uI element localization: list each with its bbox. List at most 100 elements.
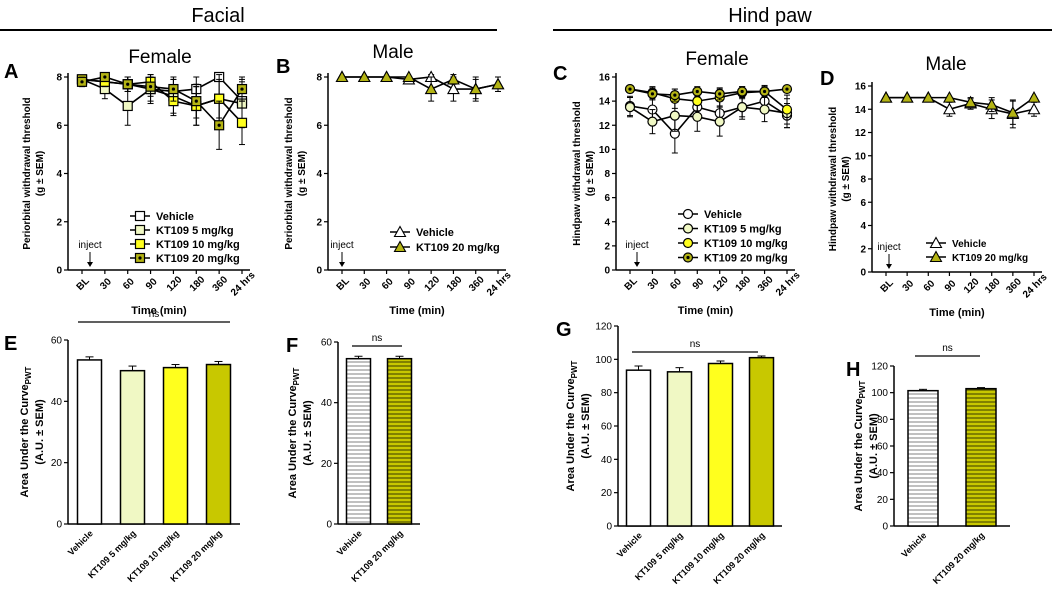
x-tick-label: 24 hrs	[1021, 272, 1050, 301]
x-tick-label: 60	[121, 276, 137, 292]
y-axis-label-subscript: PWT	[24, 366, 33, 384]
y-axis-label-line-2: (A.U. ± SEM)	[302, 400, 314, 466]
data-point	[737, 102, 748, 113]
y-axis-label-subscript: PWT	[570, 360, 579, 378]
panel-letter: G	[556, 319, 572, 341]
y-tick-label: 2	[860, 244, 866, 255]
legend-label: Vehicle	[156, 211, 194, 223]
data-point-center	[718, 92, 722, 96]
data-point	[921, 90, 935, 103]
x-tick-label: 24 hrs	[485, 270, 514, 299]
y-tick-label: 60	[601, 422, 613, 433]
x-tick-label: 30	[901, 278, 917, 294]
y-tick-label: 16	[855, 82, 867, 93]
data-point	[446, 82, 460, 95]
x-tick-label: 120	[711, 274, 731, 294]
y-tick-label: 100	[595, 355, 612, 366]
bar-kt109-20-mg-kg	[205, 363, 232, 525]
series-kt109-20-mg-kg	[76, 71, 248, 150]
data-point-center	[740, 89, 744, 94]
y-tick-label: 6	[56, 121, 62, 132]
y-axis-label-line-2: (A.U. ± SEM)	[868, 413, 880, 479]
y-tick-label: 0	[882, 522, 888, 533]
section-title-hindpaw: Hind paw	[728, 5, 812, 27]
data-point-center	[171, 87, 176, 91]
x-tick-label: BL	[75, 276, 92, 293]
data-point	[647, 116, 658, 127]
x-tick-label: 90	[402, 276, 418, 292]
legend-marker	[393, 240, 407, 253]
data-point	[424, 82, 438, 95]
x-tick-label: 24 hrs	[774, 270, 803, 299]
y-tick-label: 4	[604, 217, 610, 228]
data-point	[624, 102, 636, 113]
bar-kt109-5-mg-kg	[119, 369, 146, 525]
y-tick-label: 12	[599, 121, 611, 132]
y-tick-label: 12	[855, 128, 867, 139]
inject-label: inject	[330, 240, 354, 251]
data-point	[236, 117, 248, 128]
panel-f-auc-facial-male: F 0 20 40 60 Area Under the CurvePWT(A.U. ± S…	[286, 333, 420, 584]
x-tick-label: 180	[188, 274, 208, 294]
y-tick-label: 20	[877, 495, 889, 506]
y-tick-label: 20	[321, 459, 333, 470]
y-tick-label: 0	[316, 266, 322, 277]
y-axis-label-line-1: Area Under the CurvePWT	[19, 366, 33, 497]
x-tick-label: 60	[922, 278, 938, 294]
y-tick-label: 120	[595, 322, 612, 333]
y-tick-label: 10	[855, 151, 867, 162]
inject-arrow-head	[339, 262, 345, 267]
x-tick-label: 60	[380, 276, 396, 292]
y-tick-label: 40	[321, 398, 333, 409]
inject-arrow-head	[634, 262, 640, 267]
y-tick-label: 6	[604, 193, 610, 204]
inject-arrow-head	[87, 262, 93, 267]
y-tick-label: 80	[601, 388, 613, 399]
y-tick-label: 10	[599, 145, 611, 156]
panel-subtitle: Female	[128, 47, 191, 68]
section-title-facial: Facial	[191, 5, 244, 27]
inject-label: inject	[877, 242, 901, 253]
y-tick-label: 120	[871, 362, 888, 373]
legend-label: KT109 20 mg/kg	[416, 242, 500, 254]
x-tick-label: 24 hrs	[229, 270, 258, 299]
y-tick-label: 0	[606, 522, 612, 533]
panel-letter: C	[553, 63, 567, 85]
y-axis-label-line-2: (A.U. ± SEM)	[34, 399, 46, 465]
legend-label: KT109 20 mg/kg	[704, 253, 788, 265]
legend-marker	[134, 224, 146, 236]
panel-letter: F	[286, 335, 298, 357]
panel-letter: E	[4, 333, 17, 355]
data-point-center	[240, 87, 244, 91]
y-axis-label-line-2: (g ± SEM)	[35, 151, 46, 196]
bar-kt109-10-mg-kg	[162, 366, 189, 525]
y-tick-label: 14	[855, 105, 867, 116]
data-point	[357, 70, 371, 83]
x-tick-label: 120	[962, 276, 982, 296]
y-tick-label: 0	[604, 266, 610, 277]
legend-marker	[682, 223, 694, 234]
y-tick-label: 16	[599, 73, 611, 84]
data-point	[692, 111, 703, 122]
data-point	[491, 77, 505, 90]
bar-kt109-5-mg-kg	[666, 371, 693, 527]
y-tick-label: 60	[321, 338, 333, 349]
bar-kt109-20-mg-kg	[386, 357, 413, 525]
significance-label: ns	[372, 333, 383, 344]
y-tick-label: 14	[599, 97, 611, 108]
data-point	[446, 72, 460, 85]
y-tick-label: 4	[860, 221, 866, 232]
bar-vehicle	[907, 389, 939, 527]
y-axis-label-line-2: (A.U. ± SEM)	[580, 393, 592, 459]
significance-label: ns	[942, 343, 953, 354]
bar-kt109-10-mg-kg	[707, 362, 734, 527]
legend-marker	[929, 236, 943, 249]
x-tick-label: 180	[445, 274, 465, 294]
data-point-center	[762, 89, 767, 94]
x-tick-label: Vehicle	[335, 528, 364, 557]
y-tick-label: 8	[604, 169, 610, 180]
data-point-center	[650, 92, 655, 96]
panel-subtitle: Male	[372, 42, 413, 63]
